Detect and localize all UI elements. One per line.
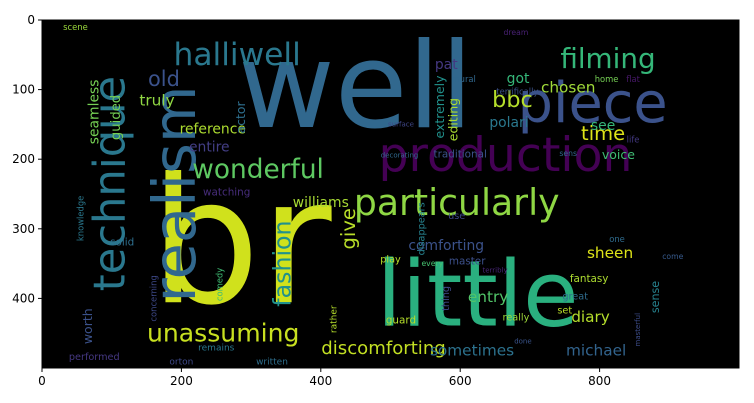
word-knowledge: knowledge: [75, 196, 85, 241]
word-set: set: [557, 305, 572, 316]
word-dream: dream: [504, 28, 529, 37]
word-voice: voice: [602, 147, 635, 162]
word-home: home: [595, 74, 619, 84]
word-little: little: [377, 242, 579, 347]
word-truly: truly: [139, 92, 174, 110]
word-diary: diary: [571, 308, 610, 326]
word-chosen: chosen: [541, 79, 596, 97]
word-reference: reference: [180, 121, 246, 137]
word-sense: sense: [649, 281, 662, 313]
word-comforting: comforting: [408, 238, 484, 254]
word-concerning: concerning: [149, 275, 159, 321]
word-discomforting: discomforting: [321, 338, 446, 359]
word-old: old: [148, 67, 180, 91]
word-guided: guided: [109, 95, 124, 140]
word-polari: polari: [489, 115, 528, 131]
word-unassuming: unassuming: [147, 319, 300, 348]
word-fantasy: fantasy: [570, 273, 609, 285]
word-decorating: decorating: [381, 152, 419, 160]
word-michael: michael: [566, 342, 626, 360]
word-life: life: [627, 135, 640, 145]
word-master: master: [449, 256, 486, 268]
word-williams: williams: [293, 195, 349, 211]
word-editing: editing: [446, 98, 461, 141]
word-masterful: masterful: [634, 313, 642, 347]
word-production: production: [379, 128, 633, 183]
y-tick-label: 400: [12, 291, 35, 305]
word-actor: actor: [233, 100, 248, 133]
x-axis: 0 200 400 600 800: [38, 368, 611, 388]
y-tick-label: 300: [12, 222, 35, 236]
y-tick-label: 100: [12, 83, 35, 97]
word-fashion: fashion: [268, 220, 296, 306]
word-seamless: seamless: [86, 80, 102, 145]
word-orton: orton: [169, 357, 193, 367]
word-halliwell: halliwell: [173, 37, 300, 73]
word-scene: scene: [63, 22, 88, 32]
word-piece: piece: [518, 71, 668, 136]
x-tick-label: 200: [170, 374, 193, 388]
word-sheen: sheen: [587, 244, 633, 262]
word-come: come: [662, 252, 683, 261]
word-traditional: traditional: [434, 148, 487, 160]
x-tick-label: 400: [309, 374, 332, 388]
word-sometimes: sometimes: [430, 342, 514, 360]
word-guard: guard: [386, 315, 416, 327]
y-axis: 0 100 200 300 400: [12, 13, 42, 305]
word-pat: pat: [435, 57, 458, 73]
x-tick-label: 600: [449, 374, 472, 388]
word-every: every: [421, 259, 443, 268]
word-give: give: [337, 208, 360, 249]
x-tick-label: 800: [588, 374, 611, 388]
word-filming: filming: [560, 42, 655, 75]
word-well: well: [238, 17, 473, 155]
word-entire: entire: [189, 139, 230, 155]
word-solid: solid: [110, 237, 134, 249]
word-done: done: [514, 338, 531, 346]
x-tick-label: 0: [38, 374, 46, 388]
word-terribly: terribly: [482, 267, 507, 275]
word-worth: worth: [80, 308, 95, 344]
word-rather: rather: [330, 305, 340, 333]
word-play: play: [380, 255, 401, 266]
word-surface: surface: [388, 120, 414, 128]
word-time: time: [581, 122, 625, 145]
word-watching: watching: [203, 187, 250, 199]
word-use: use: [448, 211, 465, 222]
word-entry: entry: [468, 288, 508, 306]
y-tick-label: 200: [12, 152, 35, 166]
word-mural: mural: [451, 74, 475, 84]
word-remains: remains: [198, 344, 235, 354]
word-flat: flat: [626, 74, 640, 84]
word-sens: sens: [559, 149, 577, 158]
word-great: great: [562, 292, 588, 303]
word-realism: realism: [140, 85, 209, 302]
plot-background: [42, 20, 739, 368]
word-got: got: [507, 71, 530, 87]
word-comedy: comedy: [215, 268, 225, 301]
word-technique: technique: [85, 76, 135, 291]
word-performed: performed: [69, 352, 120, 363]
word-bbc: bbc: [492, 87, 533, 113]
word-disappears: disappears: [416, 202, 427, 255]
word-really: really: [503, 312, 530, 323]
word-thing: thing: [441, 286, 452, 311]
word-one: one: [609, 234, 625, 244]
word-extremely: extremely: [432, 75, 447, 139]
axes-frame: [41, 19, 740, 369]
word-written: written: [256, 357, 288, 367]
y-tick-label: 0: [27, 13, 35, 27]
word-see: see: [591, 118, 615, 134]
word-terrifically: terrifically: [496, 87, 538, 97]
word-particularly: particularly: [354, 181, 560, 224]
word-br: br: [150, 141, 332, 344]
word-wonderful: wonderful: [192, 154, 324, 185]
